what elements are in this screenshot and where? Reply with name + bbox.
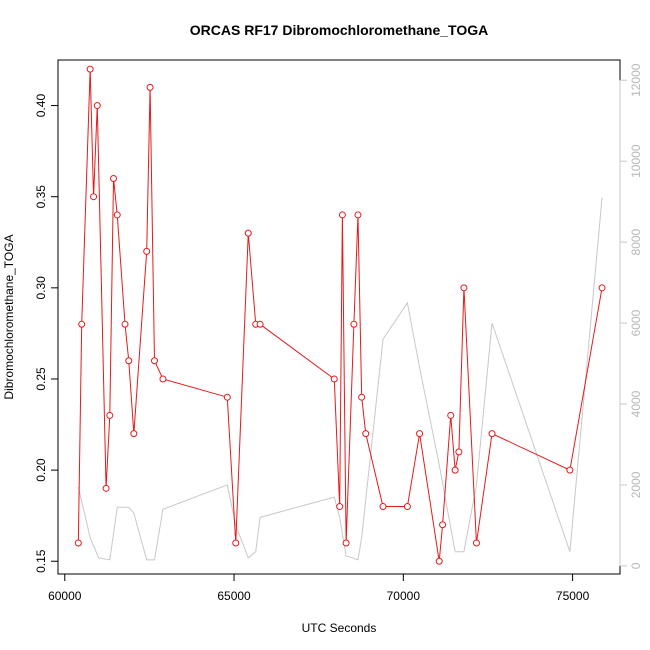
y-tick-label: 0.30 xyxy=(34,276,48,300)
data-point xyxy=(130,430,138,438)
data-point xyxy=(598,284,606,292)
x-axis: 60000 65000 70000 75000 xyxy=(48,573,590,603)
data-point xyxy=(379,503,387,511)
y2-tick-label: 10000 xyxy=(629,144,643,178)
data-point xyxy=(86,65,94,73)
x-tick-label: 60000 xyxy=(48,589,82,603)
series-primary-line xyxy=(77,69,603,562)
y2-tick-label: 0 xyxy=(629,562,643,569)
y-tick-label: 0.40 xyxy=(34,94,48,118)
data-point xyxy=(338,211,346,219)
y2-tick-label: 4000 xyxy=(629,390,643,417)
y-tick-label: 0.25 xyxy=(34,367,48,391)
series-secondary-line xyxy=(77,197,603,561)
y-tick-label: 0.35 xyxy=(34,185,48,209)
data-point xyxy=(125,357,133,365)
data-point xyxy=(451,466,459,474)
data-point xyxy=(78,320,86,328)
data-point xyxy=(244,229,252,237)
data-point xyxy=(336,503,344,511)
data-point xyxy=(403,503,411,511)
x-tick-label: 70000 xyxy=(387,589,421,603)
data-point xyxy=(74,539,82,547)
data-point xyxy=(90,193,98,201)
series-right-layer xyxy=(77,197,603,561)
data-point xyxy=(472,539,480,547)
data-point xyxy=(358,393,366,401)
data-point xyxy=(121,320,129,328)
y-tick-label: 0.20 xyxy=(34,458,48,482)
y2-tick-label: 6000 xyxy=(629,309,643,336)
data-point xyxy=(488,430,496,438)
y-axis-left: 0.15 0.20 0.25 0.30 0.35 0.40 xyxy=(34,94,59,573)
x-tick-label: 65000 xyxy=(217,589,251,603)
data-point xyxy=(439,521,447,529)
y-axis-right: 0 2000 4000 6000 8000 10000 12000 xyxy=(619,63,643,569)
data-point xyxy=(342,539,350,547)
x-tick-label: 75000 xyxy=(556,589,590,603)
data-point xyxy=(223,393,231,401)
data-point xyxy=(232,539,240,547)
data-point xyxy=(113,211,121,219)
data-point xyxy=(159,375,167,383)
data-point xyxy=(362,430,370,438)
y-axis-label: Dibromochloromethane_TOGA xyxy=(2,234,16,399)
data-point xyxy=(435,557,443,565)
data-point xyxy=(460,284,468,292)
data-point xyxy=(150,357,158,365)
data-point xyxy=(330,375,338,383)
y2-tick-label: 8000 xyxy=(629,228,643,255)
data-point xyxy=(143,247,151,255)
y2-tick-label: 2000 xyxy=(629,471,643,498)
data-point xyxy=(146,83,154,91)
data-point xyxy=(256,320,264,328)
series-left-layer xyxy=(74,65,606,565)
data-point xyxy=(566,466,574,474)
data-point xyxy=(350,320,358,328)
data-point xyxy=(93,102,101,110)
data-point xyxy=(106,411,114,419)
y-tick-label: 0.15 xyxy=(34,549,48,573)
x-axis-label: UTC Seconds xyxy=(302,621,377,635)
data-point xyxy=(455,448,463,456)
data-point xyxy=(102,484,110,492)
chart-title: ORCAS RF17 Dibromochloromethane_TOGA xyxy=(190,22,488,38)
data-point xyxy=(447,411,455,419)
data-point xyxy=(354,211,362,219)
data-point xyxy=(416,430,424,438)
y2-tick-label: 12000 xyxy=(629,63,643,97)
data-point xyxy=(110,174,118,182)
